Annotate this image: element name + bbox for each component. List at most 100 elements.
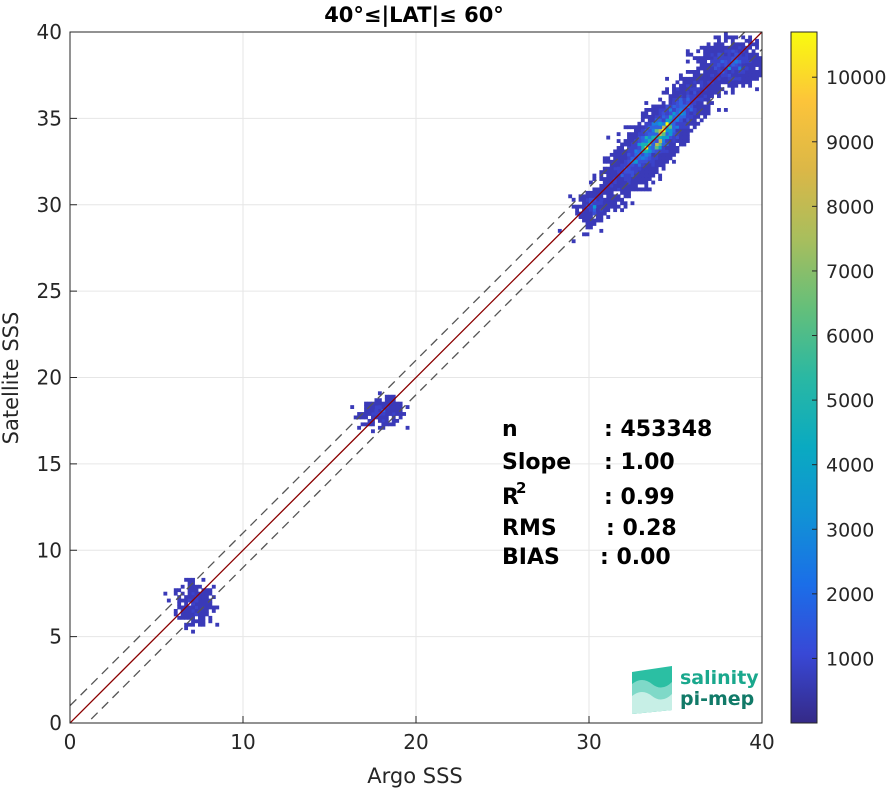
density-cell	[599, 170, 604, 175]
density-cell	[198, 602, 202, 606]
x-tick-label: 10	[230, 730, 255, 754]
density-cell	[194, 608, 199, 613]
density-cell	[208, 591, 213, 596]
density-cell	[689, 94, 694, 99]
density-cell	[727, 52, 732, 57]
density-cell	[730, 83, 735, 88]
density-cell	[723, 59, 728, 64]
density-cell	[713, 59, 718, 64]
density-cell	[755, 76, 759, 81]
density-cell	[734, 42, 739, 47]
density-cell	[647, 156, 652, 161]
stat-label: Slope	[502, 450, 571, 475]
density-cell	[703, 52, 708, 57]
density-cell	[180, 584, 185, 589]
density-cell	[665, 118, 669, 123]
density-cell	[727, 83, 732, 88]
density-cell	[609, 177, 614, 181]
x-tick-label: 40	[749, 730, 774, 754]
density-cell	[692, 87, 697, 92]
density-cell	[201, 602, 206, 606]
density-cell	[654, 104, 659, 109]
density-cell	[201, 612, 206, 617]
density-cell	[211, 605, 216, 610]
density-cell	[727, 70, 732, 74]
density-cell	[616, 204, 621, 209]
density-cell	[201, 615, 206, 620]
density-cell	[665, 104, 669, 109]
density-cell	[599, 228, 604, 233]
density-cell	[706, 90, 711, 95]
density-cell	[630, 125, 635, 130]
density-cell	[191, 595, 195, 600]
density-cell	[599, 215, 604, 219]
density-cell	[741, 59, 746, 64]
density-cell	[748, 35, 753, 40]
density-cell	[758, 63, 762, 67]
density-cell	[640, 114, 645, 119]
density-cell	[744, 76, 749, 81]
density-cell	[748, 83, 753, 88]
density-cell	[665, 132, 669, 137]
density-cell	[685, 49, 690, 54]
density-cell	[627, 135, 631, 140]
density-cell	[575, 204, 580, 209]
density-cell	[211, 608, 216, 613]
density-cell	[692, 76, 697, 81]
density-cell	[713, 35, 718, 40]
density-cell	[723, 76, 728, 81]
density-cell	[713, 45, 718, 50]
logo-line2: pi-mep	[680, 688, 754, 710]
density-cell	[647, 121, 652, 126]
density-cell	[744, 52, 749, 57]
density-cell	[616, 180, 621, 185]
colorbar-tick-label: 7000	[826, 261, 874, 283]
density-cell	[602, 201, 607, 206]
stats-box: n: 453348 Slope: 1.00 R2: 0.99 RMS: 0.28 BIA…	[502, 417, 712, 570]
density-cell	[395, 408, 400, 413]
density-cell	[627, 194, 631, 199]
density-cell	[623, 204, 628, 209]
density-cell	[703, 114, 708, 119]
colorbar-tick-label: 6000	[826, 326, 874, 348]
density-cell	[184, 612, 189, 617]
density-cell	[706, 87, 711, 92]
density-cell	[180, 612, 185, 617]
density-cell	[710, 52, 714, 57]
density-cell	[391, 422, 396, 427]
density-cell	[696, 80, 701, 85]
density-cell	[755, 73, 759, 78]
density-cell	[737, 56, 742, 61]
density-cell	[723, 45, 728, 50]
density-cell	[658, 142, 663, 147]
density-cell	[692, 80, 697, 85]
density-cell	[177, 602, 182, 606]
density-cell	[703, 70, 708, 74]
y-tick-label: 0	[49, 711, 62, 735]
density-cell	[602, 166, 607, 171]
density-cell	[758, 56, 762, 61]
density-cell	[194, 591, 199, 596]
density-cell	[661, 111, 666, 116]
density-cell	[191, 591, 195, 596]
density-cell	[395, 401, 400, 406]
density-cell	[640, 173, 645, 178]
density-cell	[717, 83, 721, 88]
density-cell	[187, 595, 192, 600]
density-cell	[616, 184, 621, 188]
density-cell	[672, 114, 676, 119]
density-cell	[682, 135, 687, 140]
chart-title: 40°≤|LAT|≤ 60°	[324, 3, 504, 28]
density-cell	[647, 187, 652, 192]
density-cell	[647, 118, 652, 123]
density-cell	[665, 76, 669, 81]
density-cell	[685, 70, 690, 74]
density-cell	[633, 142, 638, 147]
density-cell	[737, 80, 742, 85]
density-cell	[589, 197, 593, 202]
density-cell	[672, 125, 676, 130]
density-cell	[647, 159, 652, 164]
density-cell	[748, 63, 753, 67]
density-cell	[571, 239, 576, 244]
density-cell	[644, 111, 649, 116]
